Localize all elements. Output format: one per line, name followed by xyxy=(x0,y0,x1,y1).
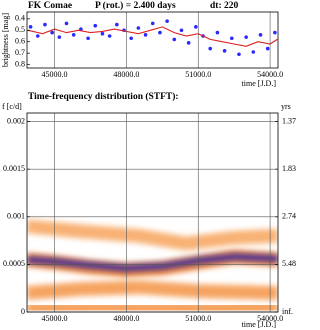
point xyxy=(107,34,112,38)
point xyxy=(222,49,227,53)
point xyxy=(165,19,169,23)
y-tick-label: 0.5 xyxy=(15,25,25,34)
point xyxy=(115,22,119,27)
y2-tick-label: inf. xyxy=(282,307,293,316)
y-tick-label: 0.001 xyxy=(7,212,25,221)
point xyxy=(251,50,256,54)
point xyxy=(28,25,33,29)
point xyxy=(150,21,155,26)
x-tick-label: 45000.0 xyxy=(42,70,68,79)
x-tick-label: 54000.0 xyxy=(257,70,283,79)
point xyxy=(186,41,191,45)
point xyxy=(229,36,234,41)
y-tick-label: 0.002 xyxy=(7,116,25,125)
point xyxy=(265,46,270,51)
y-tick-label: 0.0015 xyxy=(3,164,25,173)
ridge xyxy=(27,280,278,300)
plot-area xyxy=(28,19,278,57)
ridge xyxy=(27,219,278,251)
point xyxy=(194,25,198,29)
plot-area xyxy=(27,219,278,312)
point xyxy=(244,35,248,39)
point xyxy=(143,33,148,37)
y2-tick-label: 1.83 xyxy=(282,164,296,173)
point xyxy=(43,22,47,27)
y-tick-label: 0.4 xyxy=(15,14,25,23)
ridge xyxy=(27,300,278,312)
point xyxy=(129,36,133,41)
x-label: time [J.D.] xyxy=(242,320,277,329)
point xyxy=(57,35,62,39)
point xyxy=(64,21,69,26)
frame xyxy=(26,112,279,313)
point xyxy=(93,23,98,28)
y-tick-label: 0.8 xyxy=(15,59,25,68)
ridge xyxy=(27,253,278,272)
point xyxy=(172,37,177,42)
x-tick-label: 51000.0 xyxy=(185,314,211,323)
point xyxy=(86,36,90,41)
point xyxy=(237,52,241,57)
title: FK Comae xyxy=(28,1,72,11)
x-tick-label: 54000.0 xyxy=(257,314,283,323)
y2-label: yrs xyxy=(281,102,291,111)
y-tick-label: 0.6 xyxy=(15,37,25,46)
point xyxy=(158,30,162,35)
title: Time-frequency distribution (STFT): xyxy=(28,91,179,102)
y2-tick-label: 2.74 xyxy=(282,212,296,221)
y-tick-label: 0.0005 xyxy=(3,259,25,268)
y2-tick-label: 1.37 xyxy=(282,116,296,125)
point xyxy=(179,28,184,33)
point xyxy=(258,33,263,37)
y-tick-label: 0.7 xyxy=(15,48,25,57)
y-tick-label: 0 xyxy=(21,307,25,316)
y-label: f [c/d] xyxy=(2,102,22,111)
x-tick-label: 51000.0 xyxy=(185,70,211,79)
line xyxy=(28,26,278,47)
point xyxy=(35,34,40,38)
x-tick-label: 45000.0 xyxy=(42,314,68,323)
point xyxy=(50,30,54,35)
point xyxy=(208,46,213,51)
point xyxy=(273,30,277,35)
y2-tick-label: 5.48 xyxy=(282,259,296,268)
annotation: dt: 220 xyxy=(210,1,238,11)
subtitle: P (rot.) = 2.400 days xyxy=(95,0,176,11)
y-label: brightness [mag] xyxy=(1,13,10,67)
point xyxy=(71,33,76,37)
frame xyxy=(26,11,279,69)
point xyxy=(100,31,105,36)
point xyxy=(136,26,141,30)
x-label: time [J.D.] xyxy=(242,79,277,88)
x-tick-label: 48000.0 xyxy=(113,70,139,79)
point xyxy=(215,30,220,35)
figure: FK Comae P (rot.) = 2.400 days dt: 220 b… xyxy=(1,0,296,329)
x-tick-label: 48000.0 xyxy=(113,314,139,323)
